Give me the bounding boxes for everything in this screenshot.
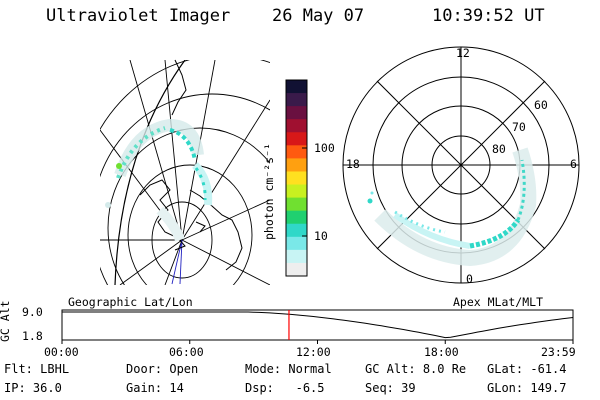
- colorbar-cell: [286, 145, 307, 159]
- info-gain: Gain: 14: [126, 381, 184, 395]
- info-door: Door: Open: [126, 362, 199, 376]
- colorbar-cell: [286, 119, 307, 133]
- altitude-plot: [61, 309, 574, 344]
- colorbar-cell: [286, 132, 307, 146]
- date-label: 26 May 07: [272, 6, 365, 26]
- colorbar-cell: [286, 262, 307, 277]
- info-flt: Flt: LBHL: [4, 362, 70, 376]
- colorbar-cell: [286, 171, 307, 186]
- colorbar-cell: [286, 106, 307, 120]
- mlt-label-6: 6: [570, 157, 577, 171]
- colorbar-cell: [286, 210, 307, 225]
- mlt-label-18: 18: [346, 157, 360, 171]
- colorbar-cell: [286, 80, 307, 94]
- colorbar-tick-100: 100: [314, 141, 335, 155]
- altitude-ytick-max: 9.0: [22, 305, 43, 319]
- colorbar-cell: [286, 249, 307, 264]
- colorbar-cell: [286, 223, 307, 238]
- aurora-emission-right: [367, 147, 537, 267]
- instrument-title: Ultraviolet Imager: [46, 6, 231, 26]
- info-glon: GLon: 149.7: [487, 381, 567, 395]
- colorbar-cell: [286, 93, 307, 107]
- polar-grid: [342, 46, 580, 284]
- aurora-emission-left: [105, 118, 213, 242]
- colorbar: [285, 79, 308, 277]
- altitude-ytick-min: 1.8: [22, 329, 43, 343]
- colorbar-unit-label: photon cm⁻²s⁻¹: [262, 143, 276, 240]
- colorbar-cell: [286, 236, 307, 251]
- colorbar-tick-10: 10: [314, 229, 328, 243]
- colorbar-cell: [286, 158, 307, 172]
- xtick-2359: 23:59: [541, 345, 576, 359]
- colorbar-cell: [286, 184, 307, 199]
- xtick-18: 18:00: [424, 345, 459, 359]
- xtick-12: 12:00: [296, 345, 331, 359]
- mlt-label-12: 12: [456, 46, 470, 60]
- lat-label-80: 80: [492, 142, 506, 156]
- info-gc-alt: GC Alt: 8.0 Re: [365, 362, 467, 376]
- colorbar-cell: [286, 197, 307, 212]
- time-label: 10:39:52 UT: [432, 6, 545, 26]
- info-ip: IP: 36.0: [4, 381, 62, 395]
- lat-label-60: 60: [534, 98, 548, 112]
- info-dsp: Dsp: -6.5: [245, 381, 325, 395]
- lat-label-70: 70: [512, 120, 526, 134]
- info-mode: Mode: Normal: [245, 362, 332, 376]
- xtick-06: 06:00: [169, 345, 204, 359]
- xtick-00: 00:00: [44, 345, 79, 359]
- mlt-label-0: 0: [466, 272, 473, 286]
- altitude-ylabel: GC Alt: [0, 300, 12, 342]
- info-seq: Seq: 39: [365, 381, 416, 395]
- info-glat: GLat: -61.4: [487, 362, 567, 376]
- geographic-grid: [100, 60, 270, 285]
- right-map-caption: Apex MLat/MLT: [453, 295, 544, 309]
- left-map-caption: Geographic Lat/Lon: [68, 295, 193, 309]
